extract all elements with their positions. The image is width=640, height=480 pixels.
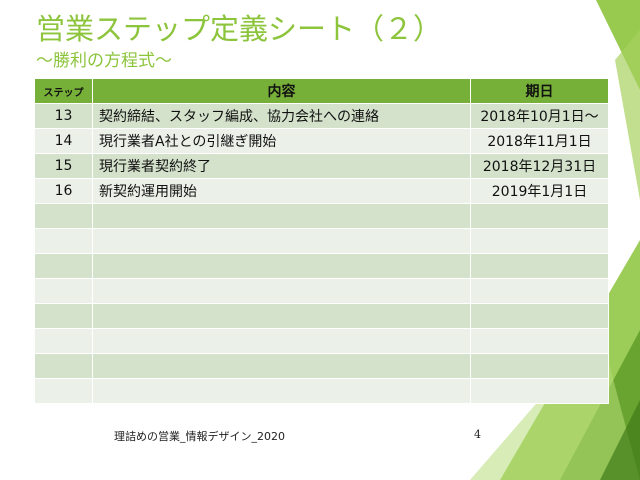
step-date bbox=[470, 228, 609, 254]
table-row: 15 現行業者契約終了 2018年12月31日 bbox=[34, 153, 609, 179]
step-content: 契約締結、スタッフ編成、協力会社への連絡 bbox=[92, 103, 471, 129]
table-row bbox=[34, 253, 609, 279]
step-date bbox=[470, 203, 609, 229]
step-date bbox=[470, 353, 609, 379]
step-content bbox=[92, 353, 471, 379]
step-date bbox=[470, 303, 609, 329]
step-date bbox=[470, 253, 609, 279]
step-content: 新契約運用開始 bbox=[92, 178, 471, 204]
table-row bbox=[34, 203, 609, 229]
table-row bbox=[34, 228, 609, 254]
step-date: 2018年12月31日 bbox=[470, 153, 609, 179]
page-number: 4 bbox=[474, 428, 481, 441]
table-row: 16 新契約運用開始 2019年1月1日 bbox=[34, 178, 609, 204]
step-number bbox=[34, 328, 93, 354]
step-date bbox=[470, 328, 609, 354]
table-row bbox=[34, 328, 609, 354]
table-row bbox=[34, 278, 609, 304]
step-number bbox=[34, 253, 93, 279]
step-number bbox=[34, 303, 93, 329]
step-content bbox=[92, 228, 471, 254]
step-number bbox=[34, 203, 93, 229]
table-row bbox=[34, 353, 609, 379]
table-row bbox=[34, 303, 609, 329]
step-content bbox=[92, 253, 471, 279]
table-row bbox=[34, 378, 609, 404]
slide-subtitle: ～勝利の方程式～ bbox=[36, 51, 172, 71]
step-content bbox=[92, 203, 471, 229]
slide-footer: 理詰めの営業_情報デザイン_2020 bbox=[114, 430, 285, 443]
step-number: 16 bbox=[34, 178, 93, 204]
table-row: 13 契約締結、スタッフ編成、協力会社への連絡 2018年10月1日～ bbox=[34, 103, 609, 129]
header-content: 内容 bbox=[92, 78, 471, 104]
step-date bbox=[470, 378, 609, 404]
header-date: 期日 bbox=[470, 78, 609, 104]
step-date: 2018年11月1日 bbox=[470, 128, 609, 154]
step-content bbox=[92, 328, 471, 354]
step-date: 2018年10月1日～ bbox=[470, 103, 609, 129]
step-number bbox=[34, 278, 93, 304]
step-number: 13 bbox=[34, 103, 93, 129]
step-content: 現行業者A社との引継ぎ開始 bbox=[92, 128, 471, 154]
table-header-row: ステップ 内容 期日 bbox=[34, 78, 609, 104]
slide-title: 営業ステップ定義シート（２） bbox=[36, 12, 443, 46]
step-content bbox=[92, 303, 471, 329]
header-step: ステップ bbox=[34, 78, 93, 104]
step-definition-table: ステップ 内容 期日 13 契約締結、スタッフ編成、協力会社への連絡 2018年… bbox=[34, 78, 609, 404]
step-number bbox=[34, 353, 93, 379]
step-number: 15 bbox=[34, 153, 93, 179]
step-number bbox=[34, 228, 93, 254]
step-number bbox=[34, 378, 93, 404]
step-date bbox=[470, 278, 609, 304]
step-number: 14 bbox=[34, 128, 93, 154]
table-row: 14 現行業者A社との引継ぎ開始 2018年11月1日 bbox=[34, 128, 609, 154]
step-content: 現行業者契約終了 bbox=[92, 153, 471, 179]
step-content bbox=[92, 278, 471, 304]
step-date: 2019年1月1日 bbox=[470, 178, 609, 204]
step-content bbox=[92, 378, 471, 404]
